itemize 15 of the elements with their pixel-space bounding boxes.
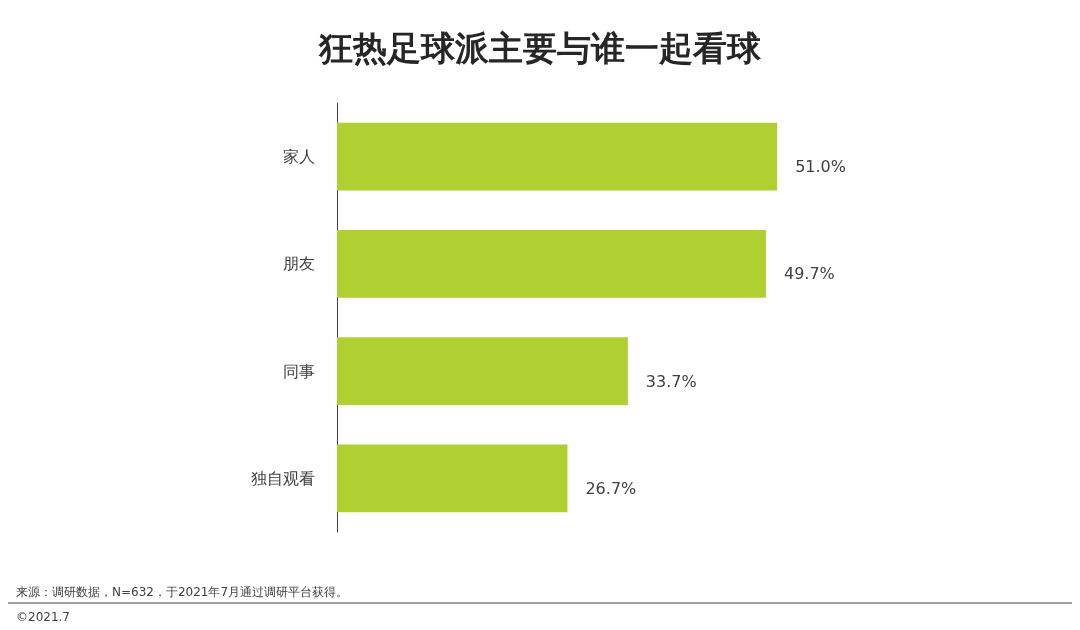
y-tick-label: 独自观看	[251, 468, 315, 488]
text: ©2021.7	[16, 610, 70, 624]
y-tick-label: 家人	[283, 147, 315, 167]
chart-title: 狂热足球派主要与谁一起看球	[318, 28, 762, 68]
bar	[337, 230, 766, 298]
data-label: 49.7%	[783, 264, 835, 284]
data-label: 33.7%	[645, 371, 697, 391]
bar	[337, 337, 628, 405]
data-label: 51.0%	[795, 157, 846, 177]
y-tick-label: 同事	[283, 361, 315, 381]
y-tick-label: 朋友	[283, 254, 315, 274]
bar	[337, 444, 568, 513]
source-note: 来源：调研数据，N=632，于2021年7月通过调研平台获得。	[16, 585, 349, 599]
data-label: 26.7%	[585, 478, 637, 498]
bar	[337, 122, 778, 191]
